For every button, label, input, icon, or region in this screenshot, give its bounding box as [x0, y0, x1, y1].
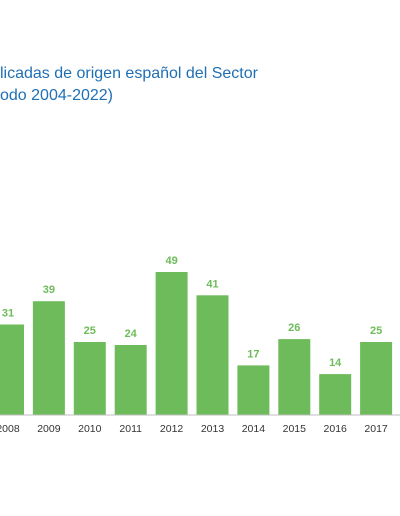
- x-tick-label-2014: 2014: [242, 423, 266, 435]
- bar-2009: [32, 301, 65, 415]
- chart-title-line-2: odo 2004-2022): [0, 87, 113, 104]
- x-tick-label-2012: 2012: [160, 423, 184, 435]
- value-label-2014: 17: [247, 348, 259, 360]
- labels-group: 31 2008 39 2009 25 2010 24 2011 49 2012 41 2013 17 20…: [0, 255, 388, 435]
- bar-2012: [155, 272, 188, 415]
- bar-2016: [319, 374, 352, 415]
- x-tick-label-2016: 2016: [324, 423, 348, 435]
- value-label-2015: 26: [288, 322, 300, 334]
- bar-2008: [0, 324, 24, 415]
- value-label-2009: 39: [43, 284, 55, 296]
- x-tick-label-2008: 2008: [0, 423, 20, 435]
- x-tick-label-2015: 2015: [283, 423, 307, 435]
- bar-2014: [237, 365, 270, 415]
- bar-2010: [73, 342, 106, 415]
- x-tick-label-2017: 2017: [364, 423, 388, 435]
- value-label-2013: 41: [206, 278, 218, 290]
- bar-2017: [360, 342, 393, 415]
- x-tick-label-2009: 2009: [37, 423, 61, 435]
- value-label-2008: 31: [2, 308, 14, 320]
- chart-title-line-1: licadas de origen español del Sector: [0, 65, 258, 82]
- x-tick-label-2010: 2010: [78, 423, 102, 435]
- bars-group: [0, 272, 393, 415]
- x-tick-label-2013: 2013: [201, 423, 225, 435]
- chart-title: licadas de origen español del Sector odo…: [0, 63, 400, 107]
- x-tick-label-2011: 2011: [119, 423, 142, 435]
- value-label-2016: 14: [329, 357, 342, 369]
- value-label-2012: 49: [165, 255, 177, 267]
- value-label-2017: 25: [370, 325, 382, 337]
- value-label-2010: 25: [84, 325, 96, 337]
- bar-2013: [196, 295, 229, 415]
- bar-2011: [114, 345, 147, 415]
- value-label-2011: 24: [125, 328, 138, 340]
- bar-2015: [278, 339, 311, 415]
